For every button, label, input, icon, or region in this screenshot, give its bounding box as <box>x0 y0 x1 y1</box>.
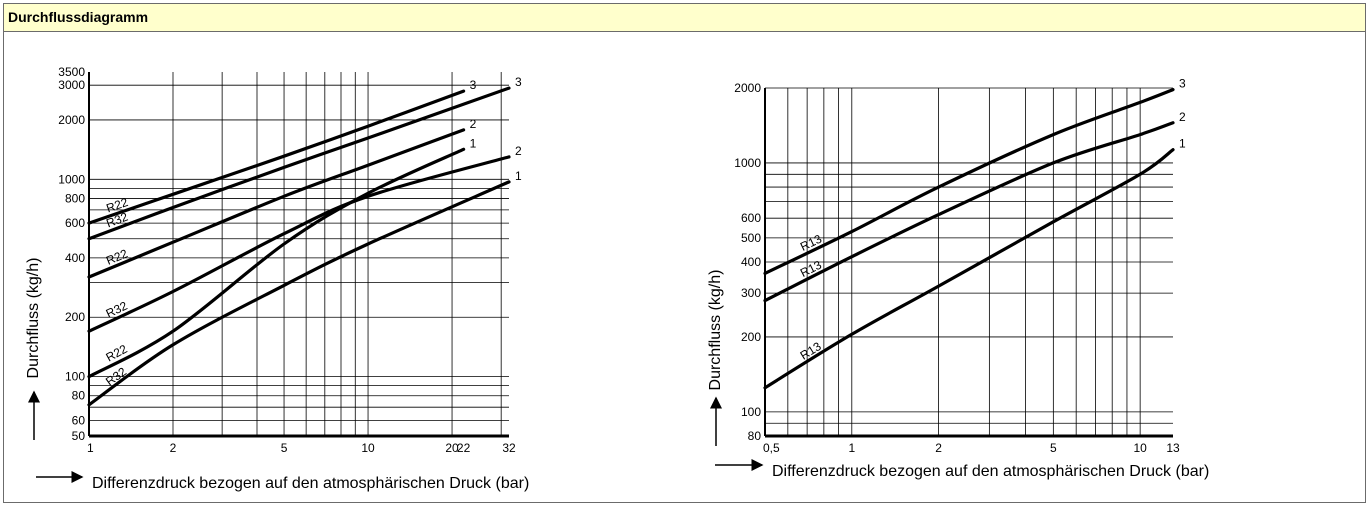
x-tick-label: 2 <box>170 441 177 455</box>
y-tick-label: 100 <box>65 370 85 384</box>
x-tick-label: 0,5 <box>763 441 780 455</box>
x-tick-label: 10 <box>361 441 375 455</box>
series-end-label: 2 <box>515 144 522 158</box>
y-tick-label: 50 <box>72 429 86 443</box>
panel-title: Durchflussdiagramm <box>8 9 149 25</box>
y-tick-label: 200 <box>741 330 761 344</box>
series-line <box>763 88 1175 275</box>
y-tick-label: 600 <box>65 216 85 230</box>
x-tick-label: 5 <box>1050 441 1057 455</box>
series-end-label: 3 <box>470 78 477 92</box>
series-name-label: R22 <box>104 246 130 267</box>
x-tick-label: 5 <box>281 441 288 455</box>
series-end-label: 1 <box>470 136 477 150</box>
x-tick-label: 20 <box>445 441 459 455</box>
y-tick-label: 400 <box>741 255 761 269</box>
series-line <box>87 147 466 379</box>
series-line <box>87 86 511 241</box>
y-tick-label: 800 <box>65 191 85 205</box>
series-line <box>87 89 466 225</box>
x-axis-title: Differenzdruck bezogen auf den atmosphär… <box>92 475 529 492</box>
x-tick-label: 13 <box>1166 441 1180 455</box>
series-line <box>87 128 466 279</box>
x-tick-label: 1 <box>848 441 855 455</box>
y-tick-label: 1000 <box>58 172 85 186</box>
series-line <box>763 121 1175 303</box>
diagram-panel: Durchflussdiagramm <box>3 3 1366 503</box>
y-tick-label: 80 <box>748 429 762 443</box>
series-end-label: 2 <box>470 117 477 131</box>
panel-header: Durchflussdiagramm <box>4 4 1365 32</box>
y-axis-title: Durchfluss (kg/h) <box>707 270 724 391</box>
x-tick-label: 1 <box>87 441 94 455</box>
series-end-label: 1 <box>515 169 522 183</box>
y-tick-label: 500 <box>741 231 761 245</box>
x-tick-label: 22 <box>457 441 471 455</box>
y-axis-title: Durchfluss (kg/h) <box>25 258 42 379</box>
series-end-label: 3 <box>515 75 522 89</box>
series-end-label: 2 <box>1179 110 1186 124</box>
y-tick-label: 300 <box>741 286 761 300</box>
y-tick-label: 80 <box>72 389 86 403</box>
series-line <box>763 148 1175 390</box>
y-tick-label: 3500 <box>58 65 85 79</box>
series-name-label: R22 <box>103 342 129 365</box>
y-tick-label: 2000 <box>58 113 85 127</box>
series-line <box>87 155 511 333</box>
y-tick-label: 200 <box>65 310 85 324</box>
y-tick-label: 100 <box>741 405 761 419</box>
series-name-label: R22 <box>104 195 130 215</box>
y-tick-label: 1000 <box>734 156 761 170</box>
x-tick-label: 32 <box>502 441 516 455</box>
y-tick-label: 2000 <box>734 81 761 95</box>
series-line <box>87 180 511 407</box>
y-tick-label: 60 <box>72 413 86 427</box>
x-tick-label: 10 <box>1133 441 1147 455</box>
y-tick-label: 400 <box>65 251 85 265</box>
x-axis-title: Differenzdruck bezogen auf den atmosphär… <box>772 463 1209 480</box>
series-end-label: 3 <box>1179 77 1186 91</box>
y-tick-label: 3000 <box>58 78 85 92</box>
y-tick-label: 600 <box>741 211 761 225</box>
series-end-label: 1 <box>1179 137 1186 151</box>
x-tick-label: 2 <box>935 441 942 455</box>
